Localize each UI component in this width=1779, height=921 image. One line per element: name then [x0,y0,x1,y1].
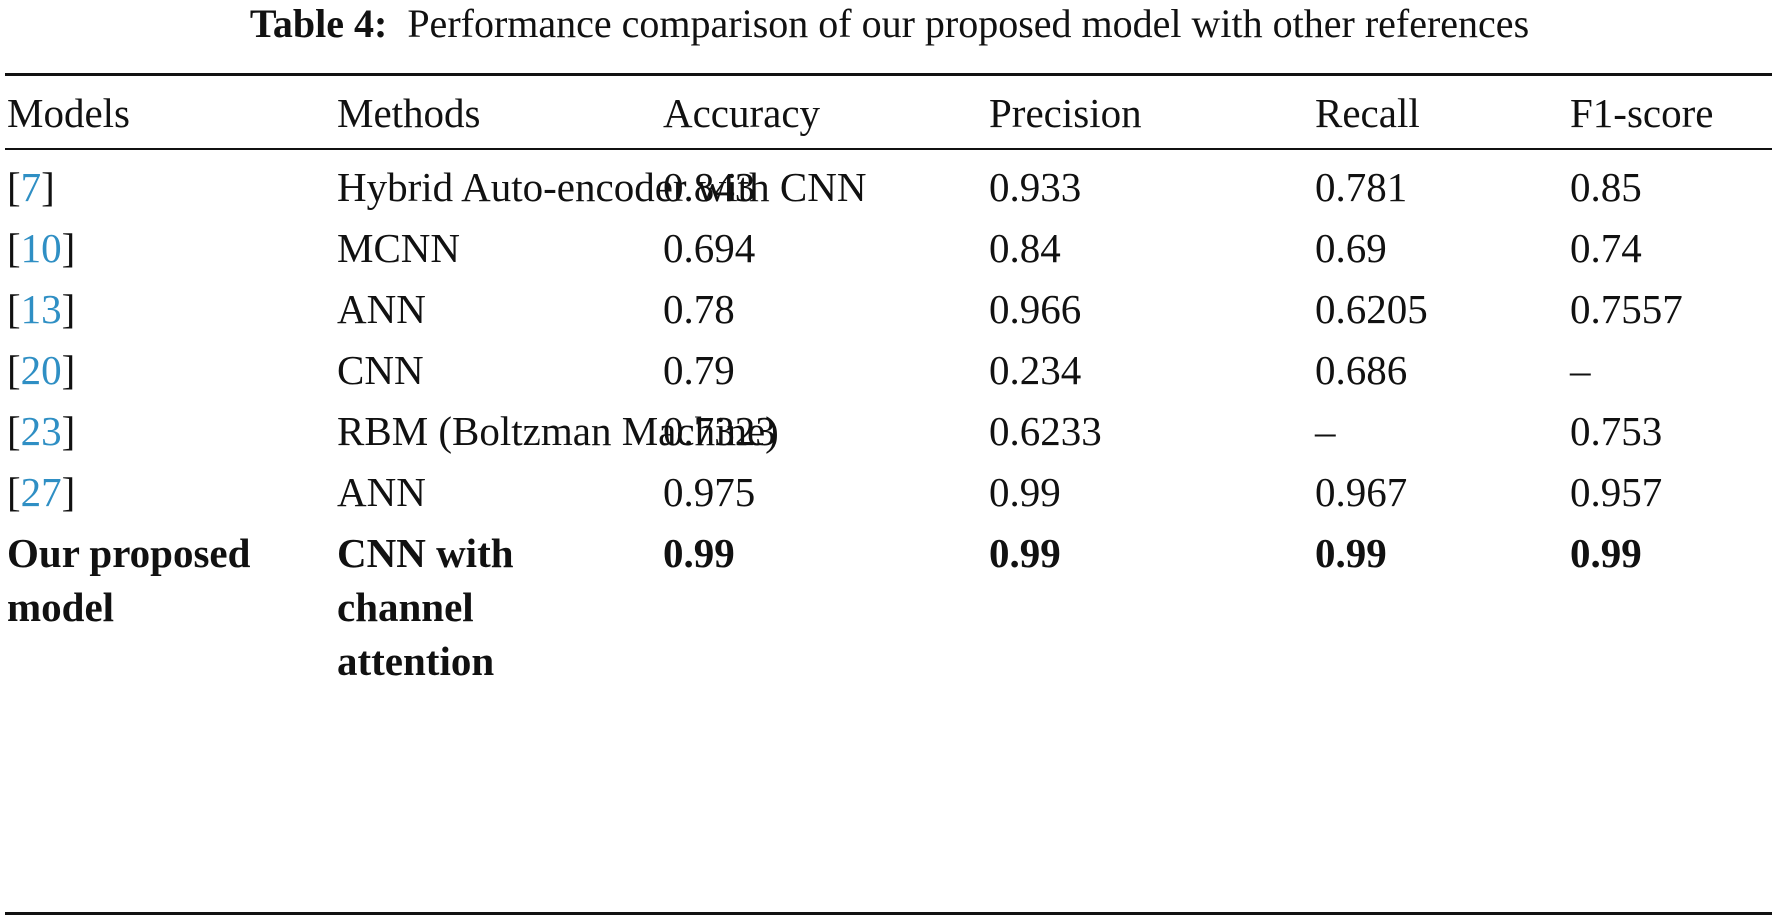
header-recall: Recall [1315,90,1420,136]
reference-link[interactable]: 27 [20,469,62,515]
model-cell: [7] [7,164,55,210]
recall-cell: 0.686 [1315,347,1408,393]
recall-cell: 0.781 [1315,164,1408,210]
header-rule [5,148,1772,150]
accuracy-cell: 0.78 [663,286,735,332]
precision-cell: 0.84 [989,225,1061,271]
header-methods: Methods [337,90,481,136]
table-row: [23] RBM (Boltzman Machine) 0.7323 0.623… [7,404,1772,465]
header-row: Models Methods Accuracy Precision Recall… [7,86,1772,146]
recall-cell: 0.967 [1315,469,1408,515]
top-rule [5,73,1772,76]
model-cell: [20] [7,347,76,393]
precision-cell: 0.99 [989,469,1061,515]
proposed-precision-cell: 0.99 [989,530,1061,576]
f1-score-cell: 0.85 [1570,164,1642,210]
method-cell: CNN [337,347,424,393]
model-cell: [13] [7,286,76,332]
table-row: [10] MCNN 0.694 0.84 0.69 0.74 [7,221,1772,282]
accuracy-cell: 0.975 [663,469,756,515]
table-row: [7] Hybrid Auto-encoder with CNN 0.843 0… [7,146,1772,221]
precision-cell: 0.933 [989,164,1082,210]
f1-score-cell: – [1570,347,1591,393]
table-row: [20] CNN 0.79 0.234 0.686 – [7,343,1772,404]
f1-score-cell: 0.957 [1570,469,1663,515]
header-models: Models [7,90,130,136]
f1-score-cell: 0.753 [1570,408,1663,454]
reference-link[interactable]: 13 [20,286,62,332]
method-cell: ANN [337,469,426,515]
accuracy-cell: 0.7323 [663,408,776,454]
proposed-recall-cell: 0.99 [1315,530,1387,576]
reference-link[interactable]: 10 [20,225,62,271]
precision-cell: 0.966 [989,286,1082,332]
proposed-model-cell: Our proposed model [7,530,251,630]
precision-cell: 0.6233 [989,408,1102,454]
method-cell: Hybrid Auto-encoder with CNN [337,164,867,210]
table-caption: Table 4: Performance comparison of our p… [0,2,1779,46]
bottom-rule [5,912,1772,915]
f1-score-cell: 0.7557 [1570,286,1683,332]
recall-cell: 0.6205 [1315,286,1428,332]
reference-link[interactable]: 23 [20,408,62,454]
accuracy-cell: 0.843 [663,164,756,210]
reference-link[interactable]: 7 [20,164,42,210]
caption-text: Performance comparison of our proposed m… [407,1,1530,46]
precision-cell: 0.234 [989,347,1082,393]
header-precision: Precision [989,90,1142,136]
proposed-f1-score-cell: 0.99 [1570,530,1642,576]
method-cell: ANN [337,286,426,332]
method-cell: RBM (Boltzman Machine) [337,408,779,454]
reference-link[interactable]: 20 [20,347,62,393]
model-cell: [23] [7,408,76,454]
method-cell: MCNN [337,225,461,271]
recall-cell: – [1315,408,1336,454]
recall-cell: 0.69 [1315,225,1387,271]
accuracy-cell: 0.79 [663,347,735,393]
proposed-method-cell: CNN with channel attention [337,530,514,684]
f1-score-cell: 0.74 [1570,225,1642,271]
proposed-model-row: Our proposed model CNN with channel atte… [7,526,1772,695]
table-row: [13] ANN 0.78 0.966 0.6205 0.7557 [7,282,1772,343]
accuracy-cell: 0.694 [663,225,756,271]
proposed-accuracy-cell: 0.99 [663,530,735,576]
model-cell: [10] [7,225,76,271]
header-accuracy: Accuracy [663,90,821,136]
performance-table: Models Methods Accuracy Precision Recall… [7,86,1772,695]
model-cell: [27] [7,469,76,515]
caption-label: Table 4: [249,1,388,46]
table-row: [27] ANN 0.975 0.99 0.967 0.957 [7,465,1772,526]
header-f1-score: F1-score [1570,90,1714,136]
